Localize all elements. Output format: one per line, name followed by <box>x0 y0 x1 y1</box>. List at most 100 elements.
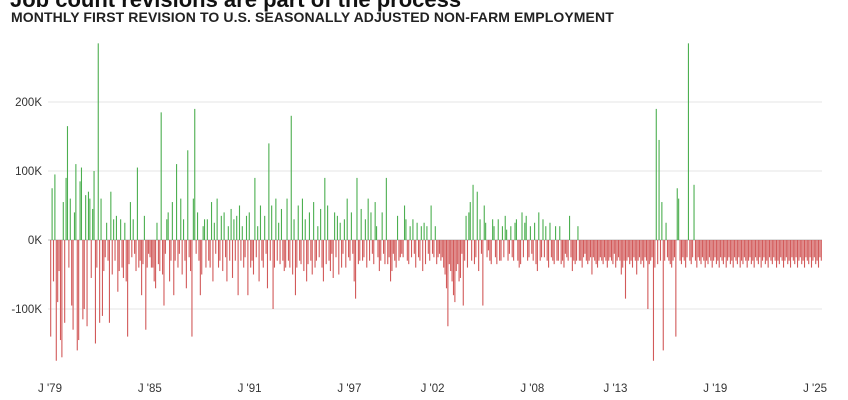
revision-bar <box>501 226 503 240</box>
revision-bar <box>352 240 354 254</box>
revision-bar <box>749 240 751 258</box>
revision-bar <box>714 240 716 258</box>
revision-bar <box>132 219 134 240</box>
revision-bar <box>591 240 593 275</box>
revision-bar <box>315 240 317 261</box>
revision-bar <box>210 202 213 240</box>
revision-bar <box>713 240 715 261</box>
revision-bar <box>485 222 487 240</box>
revision-bar <box>348 240 350 258</box>
revision-bar <box>724 240 726 258</box>
revision-bar <box>580 240 582 261</box>
revision-bar <box>789 240 792 268</box>
revision-bar <box>65 177 67 240</box>
revision-bar <box>76 240 78 351</box>
revision-bar <box>409 226 411 240</box>
revision-bar <box>328 240 330 261</box>
x-tick-label: J '91 <box>238 383 262 395</box>
revision-bar <box>492 219 494 240</box>
revision-bar <box>455 240 457 272</box>
revision-bar <box>469 202 471 240</box>
revision-bar <box>444 240 446 275</box>
revision-bar <box>346 198 348 240</box>
revision-bar <box>327 205 329 240</box>
revision-bar <box>745 240 747 261</box>
revision-bar <box>528 240 530 258</box>
revision-bar <box>198 240 200 261</box>
revision-bar <box>156 222 158 240</box>
revision-bar <box>115 215 117 240</box>
revision-bar <box>396 215 399 240</box>
x-tick-label: J '08 <box>520 383 544 395</box>
revision-bar <box>408 240 410 265</box>
revision-bar <box>430 205 432 240</box>
revision-bar <box>627 240 629 258</box>
revision-bar <box>104 240 106 258</box>
revision-bar <box>342 240 344 254</box>
revision-bar <box>286 198 288 240</box>
revision-bar <box>233 219 235 240</box>
revision-bar <box>770 240 772 261</box>
x-tick-label: J '25 <box>803 383 827 395</box>
revision-bar <box>538 212 540 240</box>
revision-bar <box>131 240 133 258</box>
revision-bar <box>278 222 280 240</box>
y-tick-label: -100K <box>11 304 42 316</box>
revision-bar <box>398 240 400 261</box>
revision-bar <box>308 212 310 240</box>
revision-bar <box>229 240 231 261</box>
revision-bar <box>588 240 590 261</box>
revision-bar <box>661 202 663 240</box>
revision-bar <box>584 240 586 254</box>
revision-bar <box>803 240 806 268</box>
revision-bar <box>718 240 720 268</box>
revision-bar <box>251 240 253 261</box>
revision-bar <box>521 212 523 240</box>
revision-bar <box>819 240 821 258</box>
revision-bar <box>799 240 801 258</box>
revision-bar <box>314 240 316 268</box>
revision-bar <box>776 240 778 268</box>
revision-bar <box>177 240 179 268</box>
revision-bar <box>424 240 427 265</box>
revision-bar <box>124 222 126 240</box>
revision-bar <box>622 240 624 268</box>
revision-bar <box>510 226 512 240</box>
revision-bar <box>641 240 643 261</box>
revision-bar <box>416 222 418 240</box>
revision-bar <box>166 219 168 240</box>
revision-bar <box>794 240 796 265</box>
revision-bar <box>285 240 287 268</box>
revision-bar <box>782 240 785 268</box>
revision-bar <box>271 205 273 240</box>
revision-bar <box>634 240 636 261</box>
revision-bar <box>707 240 709 265</box>
revision-bar <box>392 240 394 254</box>
y-axis: 200K 100K 0K -100K <box>11 97 42 316</box>
revision-bar <box>524 222 526 240</box>
revision-bar <box>350 212 352 240</box>
revision-bar <box>585 240 587 261</box>
revision-bar <box>780 240 782 258</box>
revision-bar <box>405 219 407 240</box>
revision-bar <box>687 43 689 240</box>
revision-bar <box>394 240 396 261</box>
revision-bar <box>703 240 705 261</box>
revision-bar <box>426 226 428 240</box>
revision-bar <box>666 240 669 258</box>
revision-bar <box>209 240 211 268</box>
revision-bar <box>399 240 401 258</box>
revision-bar <box>341 240 343 268</box>
revision-bar <box>307 240 309 265</box>
revision-bar <box>183 219 185 240</box>
revision-bar <box>201 240 203 275</box>
revision-bar <box>332 240 334 278</box>
revision-bar <box>343 219 345 240</box>
revision-bar <box>313 202 315 240</box>
revision-bar <box>532 240 534 261</box>
revision-bar <box>605 240 607 261</box>
revision-bar <box>138 240 140 268</box>
revision-bar <box>563 240 565 268</box>
revision-bar <box>250 240 252 268</box>
chart-title: Job count revisions are part of the proc… <box>10 0 461 13</box>
